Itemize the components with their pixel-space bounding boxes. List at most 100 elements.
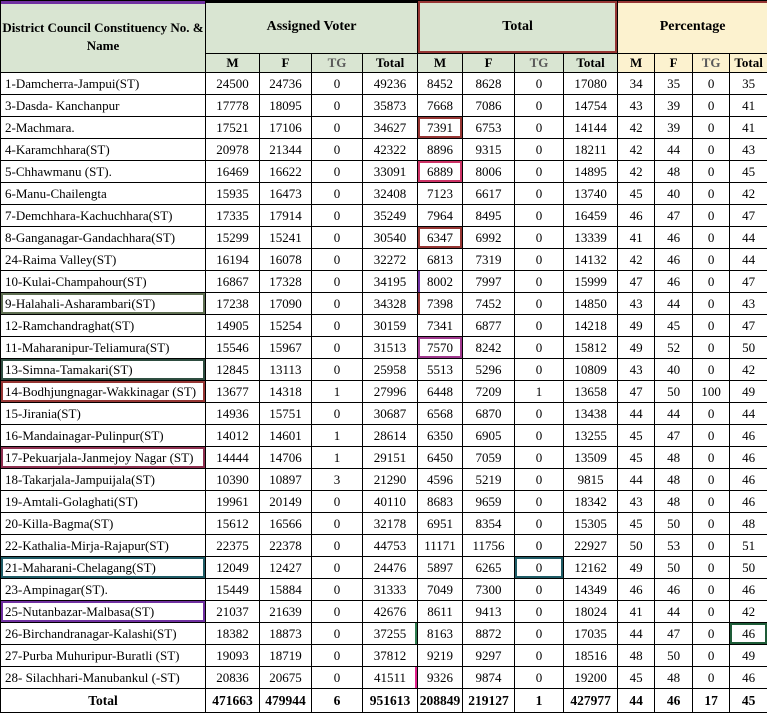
value-cell: 17035 — [564, 623, 618, 645]
value-cell: 7391 — [418, 117, 463, 139]
constituency-name-cell: 9-Halahali-Asharambari(ST) — [1, 293, 206, 315]
constituency-name-cell: 10-Kulai-Champahour(ST) — [1, 271, 206, 293]
value-cell: 47 — [655, 205, 693, 227]
constituency-name-cell: 17-Pekuarjala-Janmejoy Nagar (ST) — [1, 447, 206, 469]
value-cell: 27996 — [363, 381, 418, 403]
value-cell: 16459 — [564, 205, 618, 227]
value-cell: 13509 — [564, 447, 618, 469]
value-cell: 0 — [693, 403, 730, 425]
value-cell: 6617 — [463, 183, 515, 205]
constituency-name-cell: 21-Maharani-Chelagang(ST) — [1, 557, 206, 579]
value-cell: 0 — [515, 469, 564, 491]
value-cell: 50 — [655, 513, 693, 535]
value-cell: 14444 — [206, 447, 260, 469]
value-cell: 0 — [515, 535, 564, 557]
value-cell: 13677 — [206, 381, 260, 403]
value-cell: 5897 — [418, 557, 463, 579]
value-cell: 42 — [618, 161, 655, 183]
value-cell: 18516 — [564, 645, 618, 667]
value-cell: 46 — [730, 667, 767, 689]
constituency-name-cell: 1-Damcherra-Jampui(ST) — [1, 73, 206, 95]
value-cell: 18342 — [564, 491, 618, 513]
value-cell: 46 — [730, 425, 767, 447]
value-cell: 50 — [655, 645, 693, 667]
value-cell: 46 — [730, 469, 767, 491]
value-cell: 0 — [693, 249, 730, 271]
value-cell: 0 — [693, 557, 730, 579]
value-cell: 42676 — [363, 601, 418, 623]
value-cell: 6753 — [463, 117, 515, 139]
value-cell: 24476 — [363, 557, 418, 579]
value-cell: 44 — [618, 469, 655, 491]
value-cell: 8611 — [418, 601, 463, 623]
value-cell: 35873 — [363, 95, 418, 117]
constituency-name-cell: 8-Ganganagar-Gandachhara(ST) — [1, 227, 206, 249]
value-cell: 41 — [618, 601, 655, 623]
value-cell: 46 — [618, 579, 655, 601]
value-cell: 44 — [655, 601, 693, 623]
value-cell: 48 — [730, 513, 767, 535]
value-cell: 6265 — [463, 557, 515, 579]
value-cell: 7398 — [418, 293, 463, 315]
value-cell: 0 — [693, 205, 730, 227]
constituency-name-cell: 15-Jirania(ST) — [1, 403, 206, 425]
total-value-cell: 208849 — [418, 689, 463, 713]
value-cell: 0 — [515, 601, 564, 623]
value-cell: 9297 — [463, 645, 515, 667]
value-cell: 18024 — [564, 601, 618, 623]
value-cell: 15935 — [206, 183, 260, 205]
value-cell: 44 — [730, 249, 767, 271]
value-cell: 14132 — [564, 249, 618, 271]
total-value-cell: 6 — [312, 689, 363, 713]
constituency-name-cell: 22-Kathalia-Mirja-Rajapur(ST) — [1, 535, 206, 557]
value-cell: 43 — [618, 95, 655, 117]
value-cell: 42322 — [363, 139, 418, 161]
group-header-total: Total — [418, 1, 618, 54]
value-cell: 6568 — [418, 403, 463, 425]
subheader-av-f: F — [260, 54, 312, 73]
value-cell: 45 — [618, 425, 655, 447]
value-cell: 7209 — [463, 381, 515, 403]
value-cell: 0 — [312, 139, 363, 161]
value-cell: 46 — [730, 491, 767, 513]
value-cell: 0 — [312, 271, 363, 293]
value-cell: 0 — [515, 117, 564, 139]
value-cell: 45 — [618, 183, 655, 205]
value-cell: 17106 — [260, 117, 312, 139]
value-cell: 31333 — [363, 579, 418, 601]
value-cell: 32178 — [363, 513, 418, 535]
value-cell: 17090 — [260, 293, 312, 315]
value-cell: 14144 — [564, 117, 618, 139]
subheader-av-m: M — [206, 54, 260, 73]
value-cell: 20978 — [206, 139, 260, 161]
constituency-name-cell: 20-Killa-Bagma(ST) — [1, 513, 206, 535]
value-cell: 44 — [655, 293, 693, 315]
constituency-name-cell: 14-Bodhjungnagar-Wakkinagar (ST) — [1, 381, 206, 403]
value-cell: 13113 — [260, 359, 312, 381]
value-cell: 0 — [693, 161, 730, 183]
value-cell: 14318 — [260, 381, 312, 403]
value-cell: 0 — [515, 161, 564, 183]
constituency-name-cell: 6-Manu-Chailengta — [1, 183, 206, 205]
value-cell: 0 — [693, 535, 730, 557]
subheader-total-m: M — [418, 54, 463, 73]
value-cell: 13740 — [564, 183, 618, 205]
value-cell: 6992 — [463, 227, 515, 249]
total-value-cell: 46 — [655, 689, 693, 713]
value-cell: 0 — [312, 557, 363, 579]
value-cell: 4596 — [418, 469, 463, 491]
constituency-name-cell: 18-Takarjala-Jampuijala(ST) — [1, 469, 206, 491]
value-cell: 0 — [312, 73, 363, 95]
value-cell: 49 — [730, 381, 767, 403]
